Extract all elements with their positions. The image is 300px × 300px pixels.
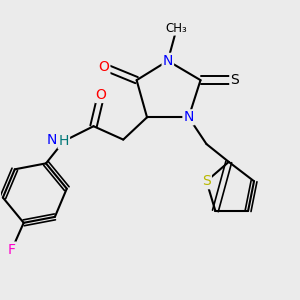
Text: N: N — [163, 54, 173, 68]
Text: S: S — [202, 174, 211, 188]
Text: F: F — [8, 243, 16, 256]
Text: O: O — [98, 60, 110, 74]
Text: H: H — [58, 134, 69, 148]
Text: CH₃: CH₃ — [166, 22, 188, 34]
Text: N: N — [184, 110, 194, 124]
Text: S: S — [230, 73, 239, 87]
Text: N: N — [46, 133, 56, 147]
Text: O: O — [95, 88, 106, 102]
